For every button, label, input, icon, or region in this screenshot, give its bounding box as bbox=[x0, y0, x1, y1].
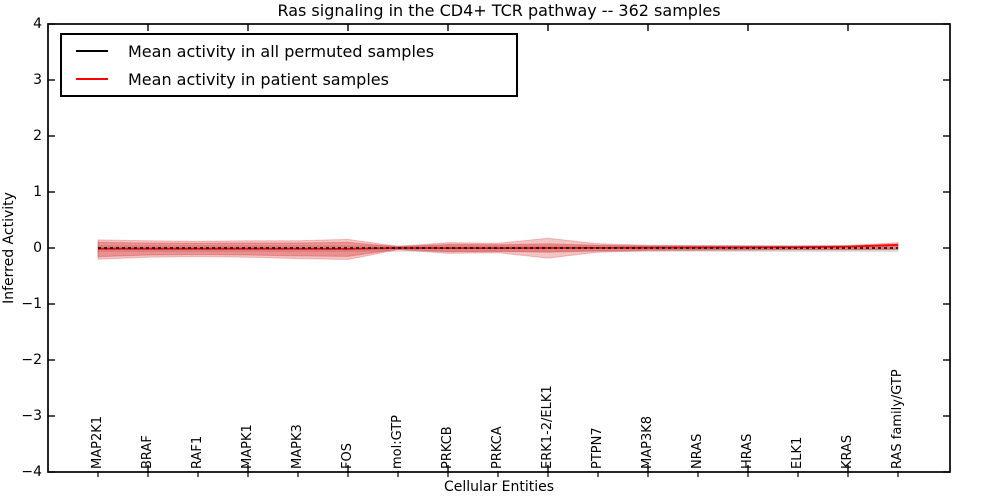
x-tick-label: RAF1 bbox=[190, 435, 205, 469]
x-tick-label: PTPN7 bbox=[590, 427, 605, 469]
x-axis-label: Cellular Entities bbox=[443, 479, 555, 495]
x-tick-label: ERK1-2/ELK1 bbox=[540, 385, 555, 469]
x-tick-label: KRAS bbox=[840, 434, 855, 469]
y-tick-label: −2 bbox=[21, 352, 42, 368]
x-tick-label: RAS family/GTP bbox=[890, 369, 905, 469]
patient-inner-band bbox=[97, 241, 899, 258]
y-tick-label: −1 bbox=[21, 296, 42, 312]
chart-title: Ras signaling in the CD4+ TCR pathway --… bbox=[277, 1, 721, 20]
y-tick-label: −3 bbox=[21, 408, 42, 424]
x-tick-label: ELK1 bbox=[790, 436, 805, 469]
y-tick-label: −4 bbox=[21, 464, 42, 480]
x-tick-label: MAP3K8 bbox=[640, 415, 655, 469]
y-tick-label: 3 bbox=[33, 72, 42, 88]
x-tick-label: NRAS bbox=[690, 433, 705, 469]
legend-entry-permuted: Mean activity in all permuted samples bbox=[62, 40, 516, 62]
x-tick-label: MAPK3 bbox=[290, 424, 305, 469]
x-tick-label: MAPK1 bbox=[240, 424, 255, 469]
legend-label: Mean activity in patient samples bbox=[128, 69, 389, 89]
legend-box: Mean activity in all permuted samples Me… bbox=[60, 33, 518, 97]
x-tick-label: PRKCA bbox=[490, 426, 505, 469]
legend-line-sample-red bbox=[76, 78, 108, 80]
legend-line-sample-black bbox=[76, 50, 108, 52]
legend-label: Mean activity in all permuted samples bbox=[128, 41, 435, 61]
y-tick-label: 0 bbox=[33, 240, 42, 256]
x-tick-label: HRAS bbox=[740, 433, 755, 469]
x-tick-label: FOS bbox=[340, 443, 355, 469]
x-tick-label: MAP2K1 bbox=[90, 415, 105, 469]
legend-entry-patient: Mean activity in patient samples bbox=[62, 68, 516, 90]
y-tick-label: 2 bbox=[33, 128, 42, 144]
y-tick-label: 1 bbox=[33, 184, 42, 200]
y-tick-label: 4 bbox=[33, 16, 42, 32]
x-tick-label: mol:GTP bbox=[390, 415, 405, 469]
x-tick-label: BRAF bbox=[140, 435, 155, 469]
x-tick-label: PRKCB bbox=[440, 426, 455, 469]
